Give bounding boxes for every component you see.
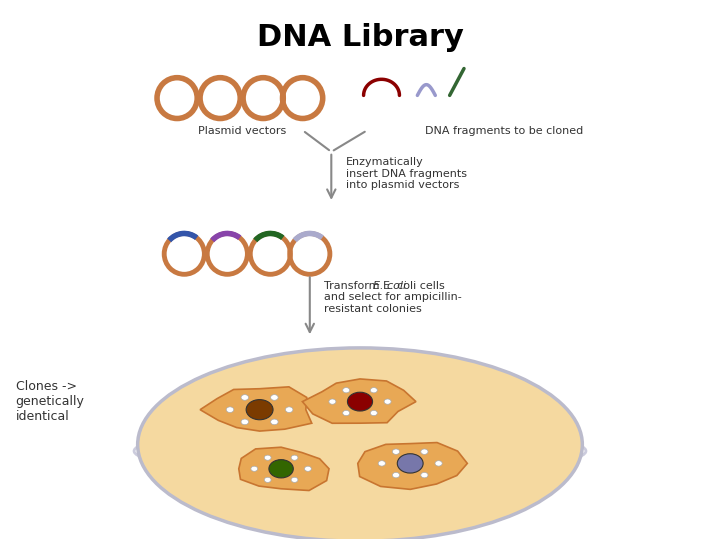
Circle shape bbox=[384, 399, 391, 404]
Circle shape bbox=[397, 454, 423, 473]
Circle shape bbox=[392, 472, 400, 478]
Text: DNA Library: DNA Library bbox=[256, 23, 464, 52]
Circle shape bbox=[291, 455, 298, 460]
Circle shape bbox=[348, 392, 372, 411]
Circle shape bbox=[305, 466, 311, 471]
Circle shape bbox=[420, 449, 428, 454]
Circle shape bbox=[420, 472, 428, 478]
Circle shape bbox=[392, 449, 400, 454]
Polygon shape bbox=[302, 379, 416, 423]
Polygon shape bbox=[358, 443, 467, 489]
Text: Transform E. coli cells
and select for ampicillin-
resistant colonies: Transform E. coli cells and select for a… bbox=[324, 281, 462, 314]
Circle shape bbox=[435, 461, 442, 466]
Circle shape bbox=[329, 399, 336, 404]
Circle shape bbox=[269, 460, 293, 478]
Circle shape bbox=[370, 410, 377, 416]
Text: Plasmid vectors: Plasmid vectors bbox=[197, 126, 286, 136]
Text: Clones ->
genetically
identical: Clones -> genetically identical bbox=[16, 380, 85, 423]
Circle shape bbox=[291, 477, 298, 482]
Circle shape bbox=[343, 388, 350, 393]
Circle shape bbox=[271, 395, 278, 400]
Circle shape bbox=[343, 410, 350, 416]
Circle shape bbox=[370, 388, 377, 393]
Circle shape bbox=[246, 400, 273, 420]
Circle shape bbox=[241, 395, 248, 400]
Circle shape bbox=[226, 407, 234, 413]
Text: E. coli: E. coli bbox=[373, 281, 406, 291]
Circle shape bbox=[264, 455, 271, 460]
Text: Enzymatically
insert DNA fragments
into plasmid vectors: Enzymatically insert DNA fragments into … bbox=[346, 157, 467, 191]
Circle shape bbox=[378, 461, 385, 466]
Circle shape bbox=[271, 419, 278, 425]
Circle shape bbox=[285, 407, 293, 413]
Text: DNA fragments to be cloned: DNA fragments to be cloned bbox=[425, 126, 582, 136]
Polygon shape bbox=[239, 447, 329, 490]
Polygon shape bbox=[200, 387, 312, 431]
Circle shape bbox=[241, 419, 248, 425]
Circle shape bbox=[251, 466, 258, 471]
Circle shape bbox=[264, 477, 271, 482]
Ellipse shape bbox=[138, 348, 582, 540]
